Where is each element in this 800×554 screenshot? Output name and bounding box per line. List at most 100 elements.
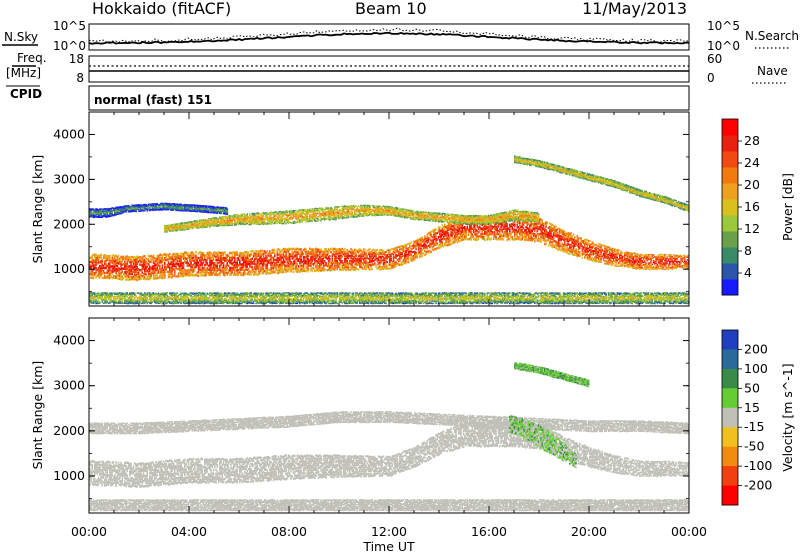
cell xyxy=(369,248,371,250)
cell xyxy=(399,260,401,262)
cell xyxy=(484,236,486,238)
cell xyxy=(679,261,681,263)
cell xyxy=(332,260,334,262)
cell xyxy=(187,260,189,262)
cell xyxy=(473,235,475,237)
cell xyxy=(665,265,667,267)
cell xyxy=(579,253,581,255)
cell xyxy=(253,250,255,252)
cell xyxy=(534,229,536,231)
freq-label: Freq. xyxy=(17,51,47,65)
cell xyxy=(540,239,542,241)
cell xyxy=(274,252,276,254)
cell xyxy=(559,242,561,244)
cell xyxy=(550,232,552,234)
cell xyxy=(205,274,207,276)
cell xyxy=(408,259,410,261)
cell xyxy=(300,258,302,260)
cell xyxy=(387,265,389,267)
cell xyxy=(213,258,215,260)
cell xyxy=(302,221,304,223)
cell xyxy=(650,265,652,267)
cell xyxy=(538,235,540,237)
cell xyxy=(600,258,602,260)
cell xyxy=(420,247,422,249)
cell xyxy=(162,267,164,269)
cell xyxy=(109,257,111,259)
nsky-tick-low: 10^0 xyxy=(53,39,86,53)
cell xyxy=(425,253,427,255)
cell xyxy=(424,235,426,237)
cell xyxy=(600,253,602,255)
cell xyxy=(348,257,350,259)
cell xyxy=(304,268,306,270)
cell xyxy=(363,255,365,257)
cell xyxy=(537,230,539,232)
cell xyxy=(380,262,382,264)
cell xyxy=(470,225,472,227)
cell xyxy=(580,243,582,245)
cell xyxy=(545,243,547,245)
cell xyxy=(617,256,619,258)
cell xyxy=(645,262,647,264)
cell xyxy=(573,247,575,249)
cell xyxy=(145,273,147,275)
cell xyxy=(252,258,254,260)
cell xyxy=(422,249,424,251)
cell xyxy=(620,250,622,252)
cell xyxy=(444,228,446,230)
cell xyxy=(297,255,299,257)
cell xyxy=(435,228,437,230)
cell xyxy=(227,267,229,269)
cell xyxy=(622,257,624,259)
cell xyxy=(238,257,240,259)
cell xyxy=(609,247,611,249)
cell xyxy=(650,262,652,264)
cell xyxy=(670,254,672,256)
cell xyxy=(169,253,171,255)
date-title: 11/May/2013 xyxy=(582,0,687,18)
cell xyxy=(490,238,492,240)
cell xyxy=(342,260,344,262)
cell xyxy=(647,260,649,262)
cell xyxy=(255,270,257,272)
cell xyxy=(325,262,327,264)
cell xyxy=(530,235,532,237)
cell xyxy=(232,271,234,273)
cell xyxy=(389,261,391,263)
cell xyxy=(95,271,97,273)
cell xyxy=(263,215,265,217)
cell xyxy=(277,251,279,253)
cell xyxy=(390,255,392,257)
cell xyxy=(579,251,581,253)
cell xyxy=(655,262,657,264)
cell xyxy=(375,256,377,258)
cell xyxy=(685,261,687,263)
cell xyxy=(247,213,249,215)
cell xyxy=(509,229,511,231)
freq-unit: [MHz] xyxy=(6,66,41,80)
cell xyxy=(164,262,166,264)
cell xyxy=(514,223,516,225)
cell xyxy=(372,268,374,270)
cell xyxy=(344,248,346,250)
cell xyxy=(150,277,152,279)
cell xyxy=(315,215,317,217)
cell xyxy=(273,269,275,271)
cell xyxy=(199,266,201,268)
cell xyxy=(269,250,271,252)
cell xyxy=(553,236,555,238)
cell xyxy=(184,254,186,256)
cell xyxy=(285,253,287,255)
cell xyxy=(263,267,265,269)
cell xyxy=(308,270,310,272)
cell xyxy=(529,227,531,229)
cell xyxy=(323,262,325,264)
cell xyxy=(495,236,497,238)
cell xyxy=(259,272,261,274)
cell xyxy=(542,219,544,221)
cell xyxy=(329,255,331,257)
cell xyxy=(159,265,161,267)
cell xyxy=(417,257,419,259)
cell xyxy=(512,236,514,238)
